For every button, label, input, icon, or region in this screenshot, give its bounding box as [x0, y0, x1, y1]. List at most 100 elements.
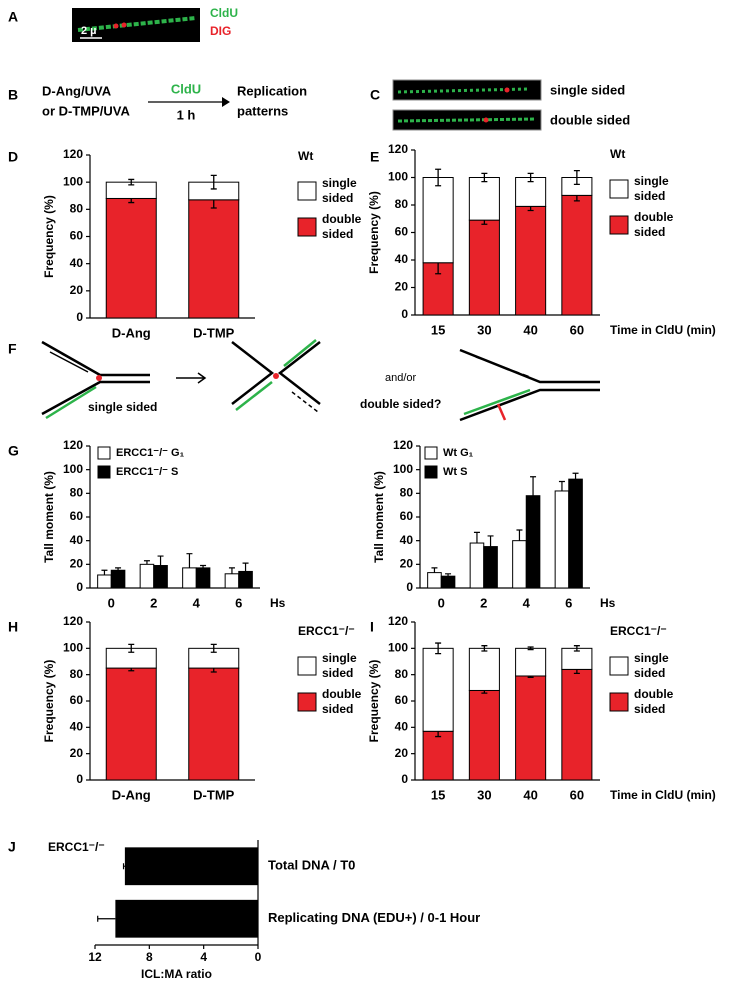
annotation: Wt: [298, 149, 313, 163]
y-tick-label: 20: [70, 746, 84, 760]
y-tick-label: 120: [63, 614, 83, 628]
error-bar: [572, 472, 579, 480]
y-tick-label: 100: [63, 174, 83, 188]
bar-segment: [468, 219, 500, 316]
x-tick-label: 4: [523, 595, 531, 610]
x-tick-label: 60: [570, 322, 584, 337]
legend-label: single sided: [634, 174, 672, 203]
y-tick-label: 100: [388, 641, 408, 655]
legend-label: single sided: [322, 651, 360, 680]
x-tick-label: 15: [431, 787, 445, 802]
error-bar: [101, 569, 108, 575]
x-axis-label: Time in CldU (min): [610, 323, 716, 337]
error-bar: [200, 564, 207, 568]
y-tick-label: 60: [395, 225, 409, 239]
bar-segment: [515, 647, 547, 677]
result-label: Replication: [237, 83, 307, 98]
error-bar: [558, 480, 565, 491]
bar: [512, 540, 527, 589]
x-axis-label: Hs: [600, 596, 616, 610]
x-tick-label: 6: [565, 595, 572, 610]
duration-label: 1 h: [177, 107, 196, 122]
legend-label: ERCC1⁻/⁻ G₁: [116, 447, 185, 459]
annotation: ERCC1⁻/⁻: [48, 840, 105, 854]
legend-swatch: [609, 179, 629, 199]
y-tick-label: 80: [70, 486, 84, 500]
x-tick-label: 60: [570, 787, 584, 802]
panel-label: F: [8, 341, 17, 357]
error-bar: [128, 643, 135, 653]
fiber-image: [392, 79, 542, 131]
error-bar: [445, 573, 452, 577]
bar-segment: [468, 647, 500, 691]
bar-segment: [422, 730, 454, 781]
x-axis-label: Hs: [270, 596, 286, 610]
pulse-label: CldU: [171, 81, 201, 96]
y-tick-label: 0: [76, 772, 83, 786]
bar-segment: [188, 667, 240, 781]
y-tick-label: 20: [400, 557, 414, 571]
y-tick-label: 100: [63, 462, 83, 476]
bar-segment: [105, 667, 157, 781]
legend-swatch: [609, 656, 629, 676]
x-tick-label: 30: [477, 322, 491, 337]
treatment-label: D-Ang/UVA: [42, 83, 112, 98]
bar: [97, 574, 112, 589]
bar: [440, 575, 456, 589]
x-tick-label: 2: [150, 595, 157, 610]
y-tick-label: 60: [400, 509, 414, 523]
bar-segment: [515, 205, 547, 316]
y-axis-label: Frequency (%): [367, 191, 381, 274]
panel-label: B: [8, 87, 18, 103]
legend-swatch: [297, 692, 317, 712]
error-bar: [128, 178, 135, 186]
result-label: patterns: [237, 103, 288, 118]
y-tick-label: 20: [70, 557, 84, 571]
y-tick-label: 80: [395, 197, 409, 211]
legend-label: Wt S: [443, 466, 467, 478]
y-tick-label: 80: [70, 667, 84, 681]
bar: [525, 495, 541, 589]
y-tick-label: 40: [70, 720, 84, 734]
bar: [427, 572, 442, 589]
y-tick-label: 100: [63, 641, 83, 655]
y-tick-label: 0: [406, 580, 413, 594]
y-tick-label: 80: [70, 202, 84, 216]
bar: [139, 563, 155, 589]
panel-label: A: [8, 9, 18, 25]
bar-segment: [188, 199, 240, 319]
diagram-label: single sided: [88, 400, 157, 414]
y-tick-label: 40: [400, 533, 414, 547]
legend-swatch: [97, 465, 111, 479]
panel-label: C: [370, 87, 380, 103]
bar-segment: [105, 197, 157, 319]
y-tick-label: 20: [70, 283, 84, 297]
legend-swatch: [97, 446, 111, 460]
bar: [110, 569, 126, 589]
y-tick-label: 0: [401, 772, 408, 786]
legend-swatch: [609, 215, 629, 235]
y-tick-label: 20: [395, 280, 409, 294]
error-bar: [97, 915, 116, 922]
x-tick-label: 15: [431, 322, 445, 337]
error-bar: [122, 863, 125, 870]
category-label: Replicating DNA (EDU+) / 0-1 Hour: [268, 910, 480, 925]
x-tick-label: 0: [438, 595, 445, 610]
x-axis-label: ICL:MA ratio: [141, 967, 212, 981]
annotation: Wt: [610, 147, 625, 161]
legend-swatch: [297, 181, 317, 201]
error-bar: [527, 172, 534, 183]
error-bar: [242, 562, 249, 572]
category-label: Total DNA / T0: [268, 858, 355, 873]
y-tick-label: 0: [76, 580, 83, 594]
bar: [153, 565, 168, 589]
error-bar: [435, 642, 442, 655]
y-axis-label: Frequency (%): [42, 660, 56, 743]
y-tick-label: 40: [70, 533, 84, 547]
scale-bar-label: 2 µ: [81, 25, 97, 37]
legend-swatch: [297, 656, 317, 676]
y-axis-label: Frequency (%): [42, 195, 56, 278]
bar: [182, 567, 197, 589]
y-tick-label: 120: [388, 142, 408, 156]
bar: [224, 573, 240, 589]
